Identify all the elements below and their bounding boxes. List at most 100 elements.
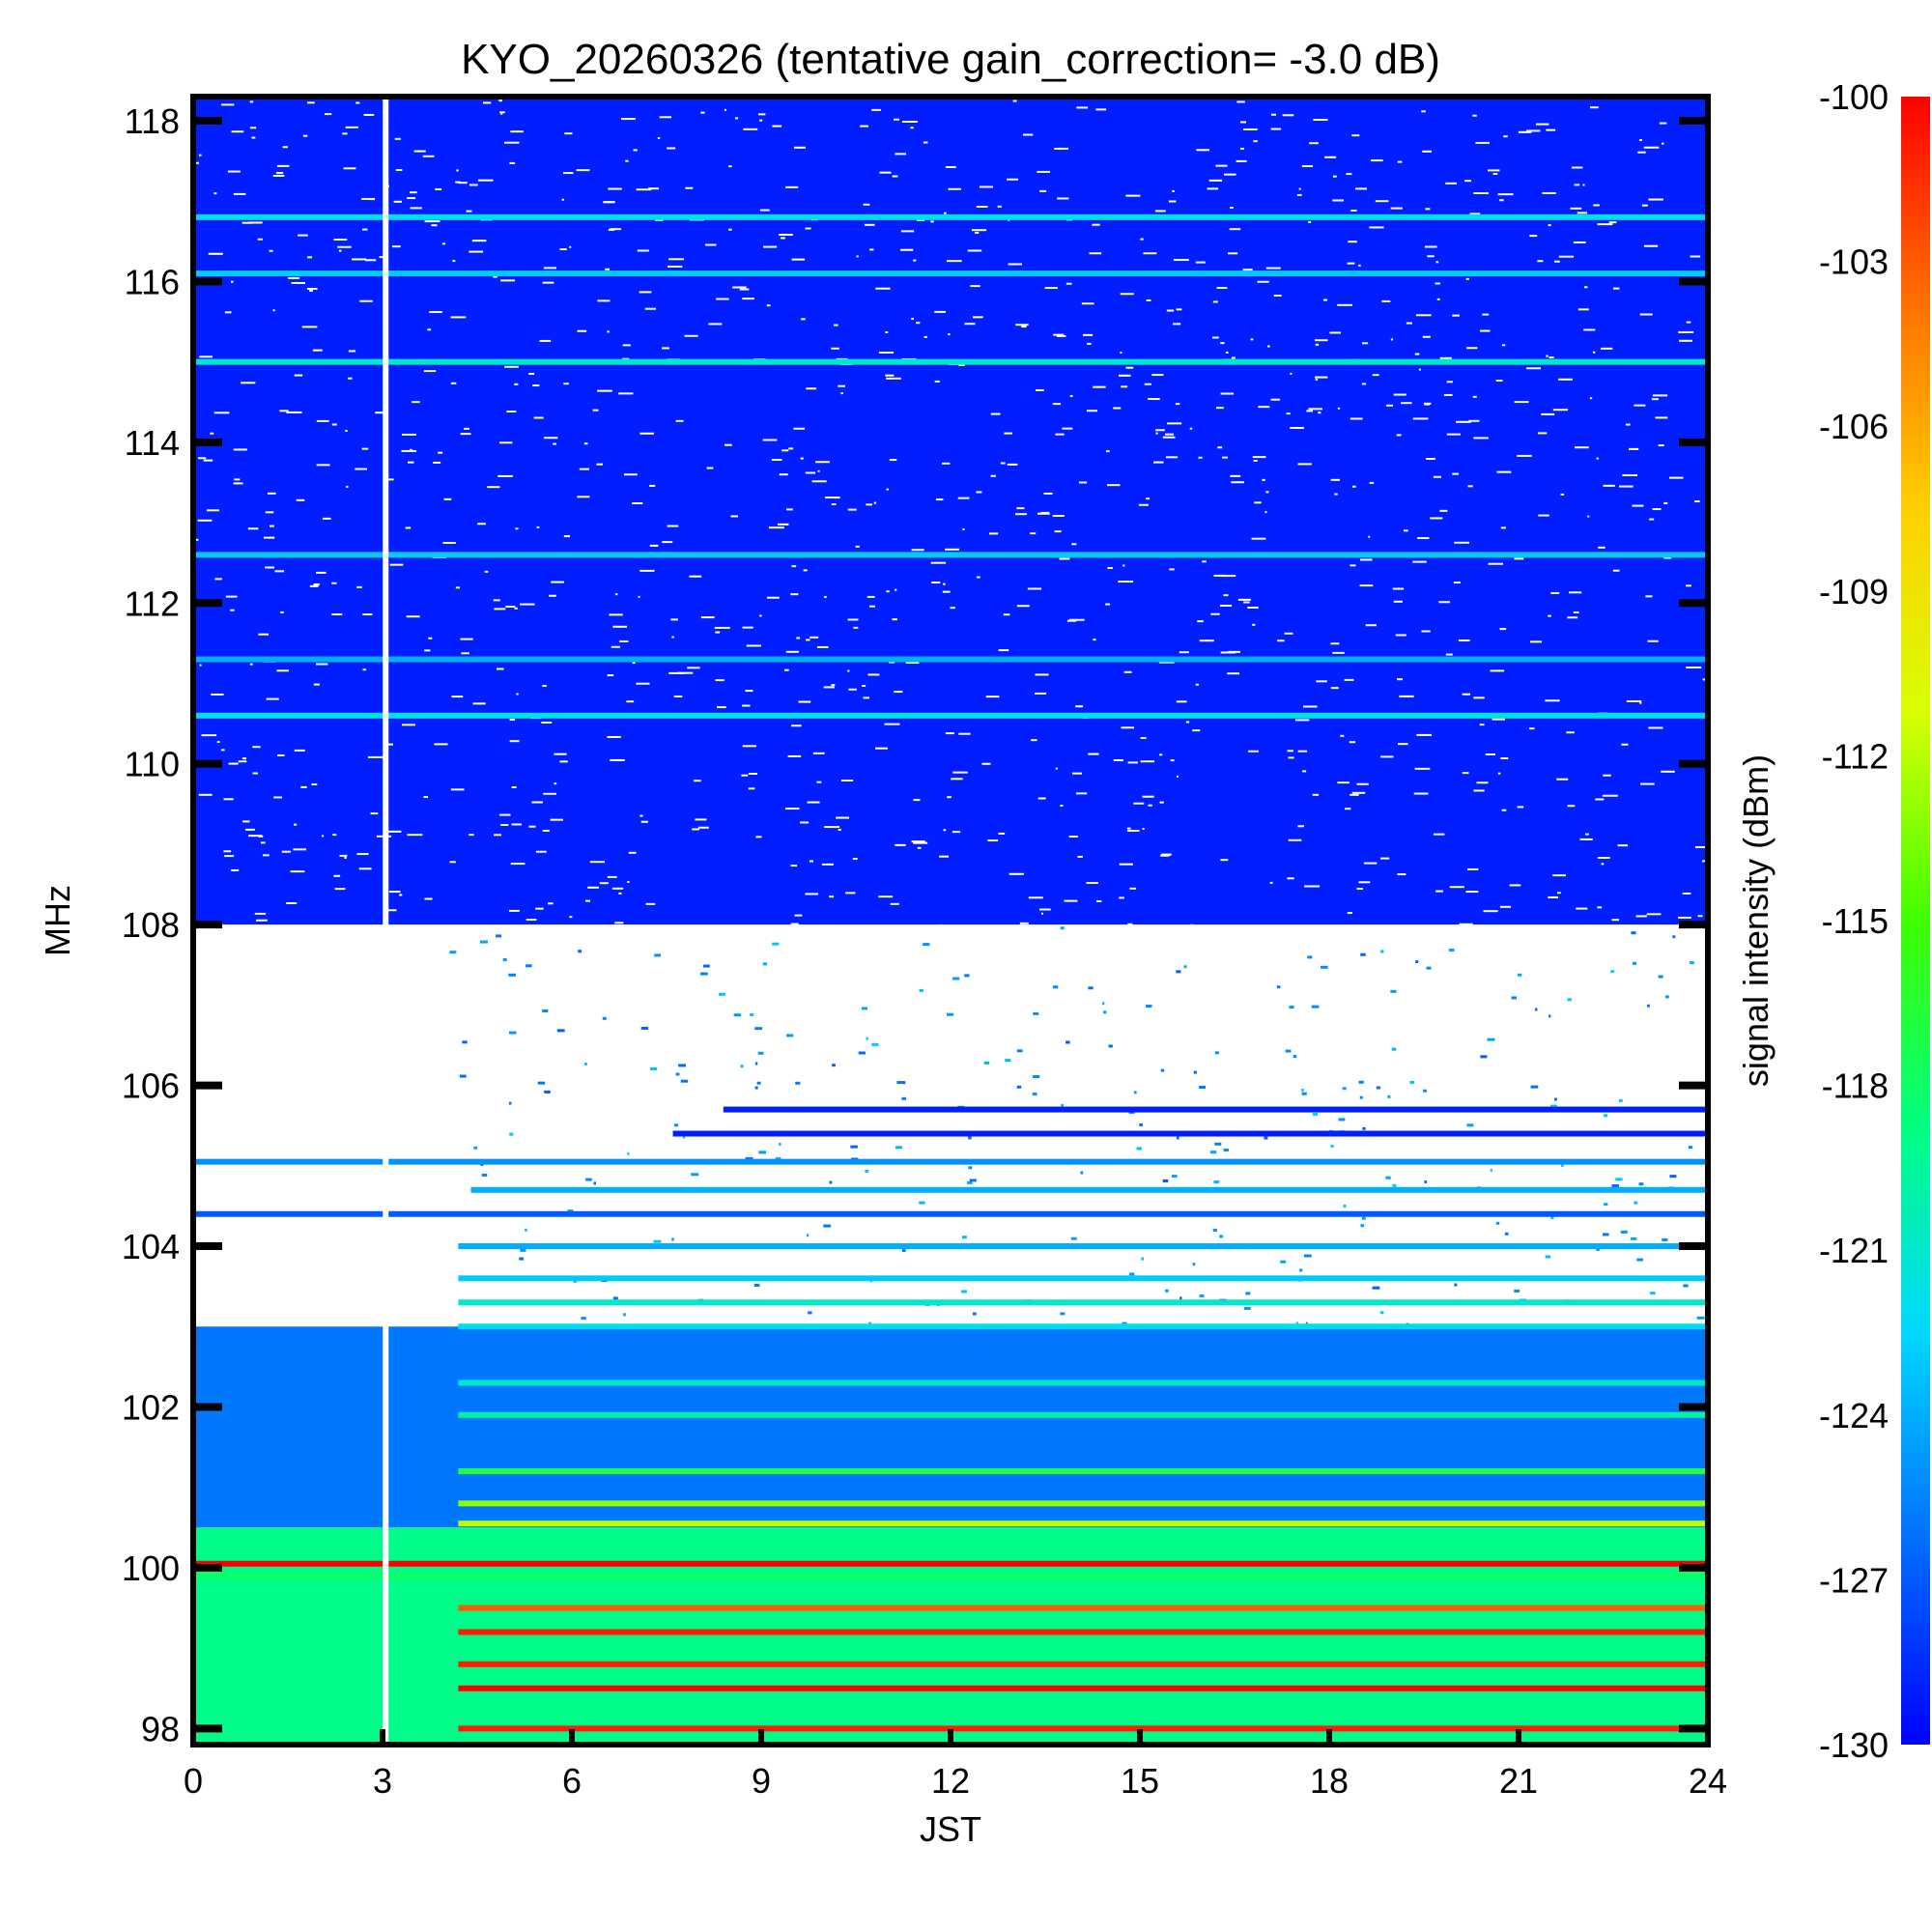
- noise-speck: [1662, 142, 1664, 145]
- signal-speck: [896, 1081, 904, 1085]
- noise-speck: [577, 329, 587, 332]
- signal-speck: [556, 1029, 565, 1033]
- signal-speck: [1376, 1086, 1381, 1090]
- signal-speck: [871, 1042, 879, 1046]
- noise-speck: [934, 380, 940, 383]
- x-tick-label: 12: [931, 1761, 970, 1801]
- noise-speck: [1593, 204, 1600, 207]
- noise-speck: [291, 281, 306, 284]
- noise-speck: [1443, 393, 1453, 396]
- noise-speck: [1351, 791, 1366, 794]
- noise-speck: [1422, 335, 1431, 338]
- noise-speck: [766, 596, 780, 599]
- noise-speck: [503, 141, 520, 144]
- signal-speck: [649, 1067, 658, 1071]
- station-line-99.2: [458, 1629, 1708, 1635]
- noise-speck: [348, 350, 356, 353]
- noise-speck: [1548, 224, 1551, 227]
- noise-speck: [1076, 106, 1089, 109]
- station-line-116.1: [193, 270, 1708, 277]
- signal-speck: [1359, 1095, 1363, 1099]
- noise-speck: [1126, 827, 1131, 830]
- noise-speck: [759, 119, 763, 122]
- station-line-104: [458, 1243, 1708, 1250]
- noise-speck: [334, 888, 346, 891]
- noise-speck: [230, 609, 235, 611]
- noise-speck: [1060, 804, 1064, 807]
- signal-speck: [1638, 1182, 1644, 1186]
- noise-speck: [1577, 308, 1589, 311]
- noise-speck: [1501, 344, 1506, 347]
- noise-speck: [1170, 759, 1175, 762]
- noise-speck: [905, 662, 920, 665]
- noise-speck: [657, 136, 661, 139]
- noise-speck: [692, 828, 700, 831]
- noise-speck: [988, 532, 999, 535]
- noise-speck: [794, 146, 806, 149]
- noise-speck: [282, 146, 288, 149]
- noise-speck: [549, 594, 556, 597]
- signal-speck: [1415, 960, 1419, 964]
- noise-speck: [201, 734, 217, 737]
- signal-speck: [1108, 1044, 1113, 1048]
- signal-speck: [923, 943, 930, 947]
- noise-speck: [1517, 806, 1524, 809]
- signal-speck: [754, 1027, 763, 1031]
- noise-speck: [1417, 537, 1430, 540]
- noise-speck: [632, 662, 636, 665]
- noise-speck: [791, 258, 806, 261]
- noise-speck: [294, 749, 305, 752]
- noise-speck: [1069, 618, 1085, 621]
- noise-speck: [1472, 395, 1477, 398]
- noise-speck: [276, 172, 284, 175]
- noise-speck: [1315, 376, 1328, 379]
- noise-speck: [1381, 299, 1391, 302]
- noise-speck: [1348, 241, 1357, 243]
- noise-speck: [541, 721, 553, 724]
- signal-speck: [808, 1311, 812, 1315]
- noise-speck: [1401, 402, 1412, 405]
- signal-speck: [1604, 1203, 1608, 1207]
- signal-speck: [1289, 1006, 1294, 1009]
- noise-speck: [1230, 474, 1241, 477]
- signal-speck: [1176, 970, 1181, 974]
- signal-speck: [1101, 1002, 1105, 1006]
- noise-speck: [1332, 175, 1337, 178]
- noise-speck: [1332, 199, 1345, 202]
- noise-speck: [790, 923, 799, 925]
- noise-speck: [1052, 403, 1061, 406]
- noise-speck: [494, 834, 501, 837]
- noise-speck: [1332, 651, 1345, 654]
- noise-speck: [1220, 575, 1236, 578]
- noise-speck: [1318, 412, 1321, 414]
- noise-speck: [206, 509, 219, 512]
- noise-speck: [946, 260, 962, 263]
- noise-speck: [742, 704, 751, 707]
- noise-speck: [1220, 651, 1236, 654]
- noise-speck: [1035, 692, 1047, 695]
- noise-speck: [1096, 899, 1102, 902]
- noise-speck: [554, 753, 567, 755]
- noise-speck: [322, 835, 325, 838]
- noise-speck: [1661, 770, 1675, 773]
- noise-speck: [987, 839, 999, 842]
- noise-speck: [1304, 885, 1321, 888]
- noise-speck: [375, 412, 384, 414]
- noise-speck: [714, 626, 730, 629]
- noise-speck: [344, 856, 347, 859]
- noise-speck: [1485, 753, 1496, 755]
- noise-speck: [1086, 410, 1097, 412]
- noise-speck: [269, 249, 273, 252]
- noise-speck: [1196, 149, 1209, 152]
- noise-speck: [762, 439, 778, 441]
- signal-speck: [753, 1284, 760, 1288]
- noise-speck: [1537, 260, 1544, 263]
- noise-speck: [359, 299, 373, 302]
- noise-speck: [466, 210, 472, 213]
- noise-speck: [313, 683, 320, 686]
- noise-speck: [244, 828, 255, 831]
- noise-speck: [587, 886, 600, 889]
- noise-speck: [916, 322, 921, 325]
- noise-speck: [1236, 100, 1245, 103]
